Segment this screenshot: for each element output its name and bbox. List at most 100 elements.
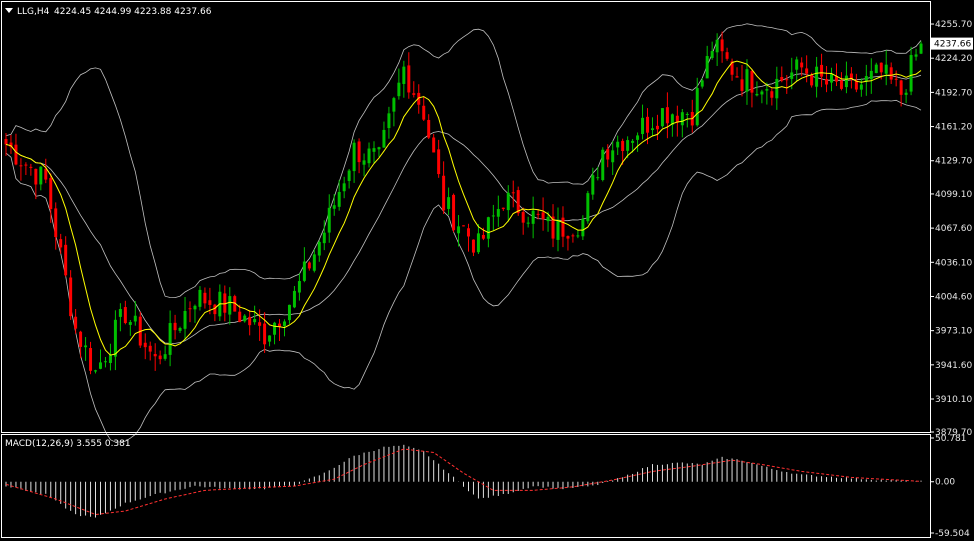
macd-histogram xyxy=(5,444,922,518)
candle-body xyxy=(188,308,192,310)
candle-body xyxy=(471,239,475,253)
candle-body xyxy=(805,68,809,74)
candle-body xyxy=(367,148,371,164)
candle-body xyxy=(864,76,868,82)
candle-body xyxy=(601,149,605,180)
candle-body xyxy=(382,129,386,148)
candle-body xyxy=(49,178,53,210)
candle-body xyxy=(586,193,590,222)
candle-body xyxy=(29,166,33,168)
candle-body xyxy=(849,73,853,79)
price-tick-label: 4129.70 xyxy=(935,157,972,167)
candle-body xyxy=(641,117,645,135)
price-tick-label: 4161.20 xyxy=(935,123,972,133)
candle-body xyxy=(278,323,282,327)
price-tick-label: 4036.10 xyxy=(935,258,972,268)
price-tick-label: 3973.10 xyxy=(935,327,972,337)
candle-body xyxy=(899,80,903,95)
moving-average xyxy=(5,60,922,356)
candle-body xyxy=(501,207,505,209)
candle-body xyxy=(919,43,923,54)
candle-body xyxy=(94,370,98,372)
candle-body xyxy=(546,216,550,222)
candle-body xyxy=(506,192,510,211)
candle-body xyxy=(561,217,565,237)
candle-body xyxy=(765,89,769,91)
candle-body xyxy=(770,91,774,98)
candle-body xyxy=(74,316,78,329)
price-tick-label: 3941.60 xyxy=(935,361,972,371)
candle-body xyxy=(790,72,794,79)
symbol-label: LLG,H4 xyxy=(17,7,50,17)
candle-body xyxy=(576,235,580,237)
candle-body xyxy=(631,140,635,143)
candle-body xyxy=(223,293,227,313)
candle-body xyxy=(98,362,102,369)
candle-body xyxy=(834,76,838,82)
candle-body xyxy=(302,261,306,281)
candle-body xyxy=(839,80,843,89)
candle-body xyxy=(24,164,28,166)
candle-body xyxy=(646,116,650,133)
candle-body xyxy=(118,309,122,317)
candle-body xyxy=(148,345,152,352)
candle-body xyxy=(596,177,600,179)
candle-body xyxy=(243,315,247,322)
candle-body xyxy=(670,114,674,125)
dropdown-arrow-icon[interactable] xyxy=(5,8,13,13)
candle-body xyxy=(387,113,391,129)
macd-panel[interactable] xyxy=(5,444,922,518)
candle-body xyxy=(486,217,490,239)
candle-body xyxy=(869,70,873,80)
ma-line xyxy=(5,60,922,356)
candle-body xyxy=(710,51,714,58)
candle-body xyxy=(462,225,466,227)
price-tick-label: 3910.10 xyxy=(935,395,972,405)
candle-body xyxy=(879,62,883,73)
candle-body xyxy=(238,311,242,323)
candle-body xyxy=(854,80,858,90)
candle-body xyxy=(750,71,754,93)
candle-body xyxy=(541,212,545,220)
candle-body xyxy=(183,310,187,329)
candle-body xyxy=(660,108,664,127)
candle-body xyxy=(636,135,640,140)
candle-body xyxy=(516,190,520,214)
candle-body xyxy=(755,93,759,96)
candle-body xyxy=(377,147,381,150)
candle-body xyxy=(133,315,137,322)
current-price-tag xyxy=(931,37,973,50)
candle-body xyxy=(213,304,217,315)
candle-body xyxy=(392,98,396,112)
candle-body xyxy=(312,254,316,271)
candle-body xyxy=(894,78,898,80)
main-panel[interactable] xyxy=(4,23,923,443)
price-tick-label: 4004.60 xyxy=(935,292,972,302)
candle-body xyxy=(700,80,704,87)
candle-body xyxy=(258,322,262,326)
candle-body xyxy=(79,331,83,347)
candle-body xyxy=(536,213,540,215)
candle-body xyxy=(745,69,749,92)
candle-body xyxy=(123,307,127,324)
candle-body xyxy=(273,322,277,335)
candle-body xyxy=(9,142,13,148)
candle-body xyxy=(362,160,366,165)
candle-body xyxy=(14,144,18,165)
candle-body xyxy=(332,205,336,209)
candle-body xyxy=(581,219,585,237)
candle-body xyxy=(556,219,560,240)
lower-band-line xyxy=(5,99,922,443)
candle-body xyxy=(412,93,416,95)
candle-body xyxy=(432,137,436,153)
candle-body xyxy=(457,226,461,234)
candle-body xyxy=(322,232,326,244)
candle-body xyxy=(352,142,356,172)
candle-body xyxy=(481,234,485,239)
candle-body xyxy=(695,88,699,126)
candle-body xyxy=(39,166,43,185)
candle-body xyxy=(203,292,207,304)
macd-title: MACD(12,26,9) 3.555 0.381 xyxy=(5,439,131,449)
candle-body xyxy=(168,323,172,355)
